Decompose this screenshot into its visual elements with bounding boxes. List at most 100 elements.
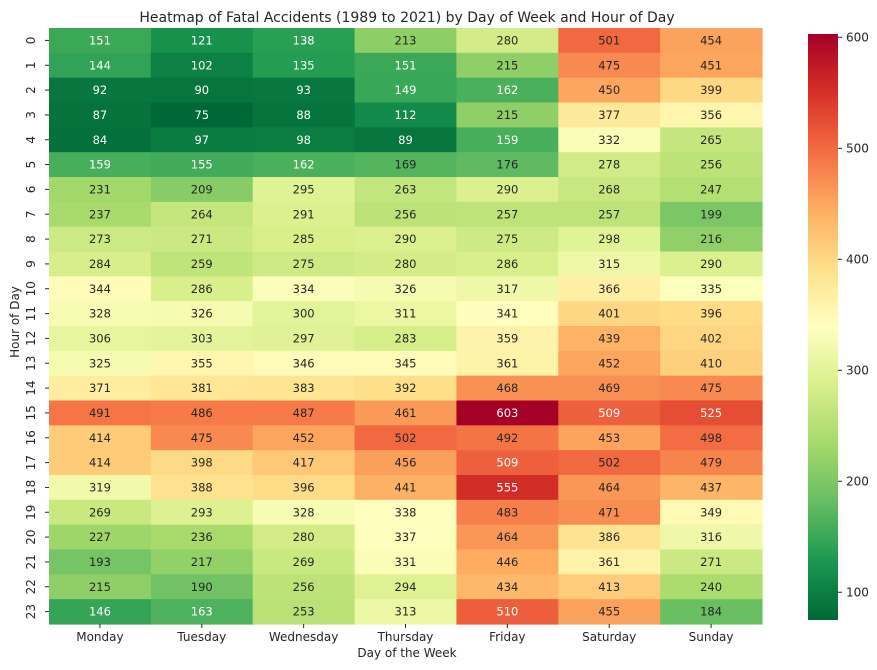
y-tick-label: 23 [24,604,38,619]
cell-value-label: 264 [191,207,213,221]
colorbar-tick-label: 100 [846,585,869,599]
x-tick-label: Monday [76,630,123,644]
heatmap-cell [150,549,254,575]
y-tick-label: 16 [24,430,38,445]
heatmap-cell [354,350,458,377]
cell-value-label: 414 [89,456,111,470]
heatmap-cell [660,77,763,104]
heatmap-cell [456,276,559,302]
y-tick-label: 8 [24,235,38,243]
heatmap-cell [456,450,559,476]
heatmap-cell [558,549,661,575]
heatmap-cell [49,499,152,526]
heatmap-cell [456,127,559,153]
colorbar [808,34,838,620]
cell-value-label: 280 [496,33,518,47]
cell-value-label: 509 [598,406,620,420]
cell-value-label: 475 [191,431,213,445]
cell-value-label: 331 [395,555,417,569]
heatmap-cell [558,127,661,153]
heatmap-cell [150,52,254,79]
cell-value-label: 271 [700,555,722,569]
cell-value-label: 361 [598,555,620,569]
y-tick-label: 6 [24,186,38,194]
cell-value-label: 283 [395,331,417,345]
heatmap-cell [558,52,661,79]
heatmap-cell [150,127,254,153]
heatmap-cell [150,301,254,327]
cell-value-label: 290 [496,182,518,196]
colorbar-tick-label: 400 [846,252,869,266]
cell-value-label: 286 [496,257,518,271]
heatmap-cell [150,350,254,377]
heatmap-cell [456,28,559,54]
heatmap-cell [49,301,152,327]
y-tick-label: 7 [24,210,38,218]
heatmap-cell [456,251,559,277]
cell-value-label: 454 [700,33,722,47]
heatmap-cell [456,599,559,625]
heatmap-cell [558,475,661,501]
cell-value-label: 315 [598,257,620,271]
cell-value-label: 88 [296,108,311,122]
heatmap-cell [49,350,152,377]
heatmap-cell [660,251,763,277]
heatmap-cell [354,549,458,575]
cell-value-label: 184 [700,605,722,619]
heatmap-cell [150,599,254,625]
heatmap-cell [49,52,152,79]
heatmap-cell [252,599,356,625]
cell-value-label: 401 [598,307,620,321]
cell-value-label: 144 [89,58,111,72]
colorbar-tick-label: 200 [846,474,869,488]
cell-value-label: 240 [700,580,722,594]
heatmap-cell [252,499,356,526]
cell-value-label: 306 [89,331,111,345]
cell-value-label: 437 [700,480,722,494]
x-tick-label: Thursday [377,630,434,644]
cell-value-label: 325 [89,356,111,370]
y-tick-label: 21 [24,554,38,569]
x-tick-label: Tuesday [176,630,226,644]
cell-value-label: 193 [89,555,111,569]
heatmap-cell [252,28,356,54]
cell-value-label: 335 [700,282,722,296]
cell-value-label: 275 [496,232,518,246]
cell-value-label: 326 [191,307,213,321]
y-tick-label: 18 [24,480,38,495]
heatmap-cell [150,177,254,203]
heatmap-cell [150,524,254,551]
cell-value-label: 455 [598,605,620,619]
cell-value-label: 290 [395,232,417,246]
cell-value-label: 259 [191,257,213,271]
y-tick-label: 19 [24,505,38,520]
heatmap-cell [252,127,356,153]
heatmap-cell [354,127,458,153]
cell-value-label: 151 [89,33,111,47]
cell-value-label: 227 [89,530,111,544]
x-tick-label: Sunday [689,630,734,644]
heatmap-cell [660,425,763,451]
heatmap-cell [456,177,559,203]
cell-value-label: 84 [93,133,108,147]
heatmap-cell [252,326,356,352]
y-tick-label: 4 [24,136,38,144]
cell-value-label: 290 [700,257,722,271]
cell-value-label: 216 [700,232,722,246]
heatmap-cell [354,499,458,526]
cell-value-label: 337 [395,530,417,544]
colorbar-tick-label: 500 [846,141,869,155]
cell-value-label: 456 [395,456,417,470]
cell-value-label: 159 [496,133,518,147]
cell-value-label: 402 [700,331,722,345]
cell-value-label: 475 [700,381,722,395]
heatmap-cell [49,276,152,302]
cell-value-label: 392 [395,381,417,395]
heatmap-cell [660,450,763,476]
heatmap-cell [660,276,763,302]
cell-value-label: 298 [598,232,620,246]
heatmap-cell [354,226,458,253]
heatmap-cell [49,251,152,277]
y-tick-label: 1 [24,61,38,69]
